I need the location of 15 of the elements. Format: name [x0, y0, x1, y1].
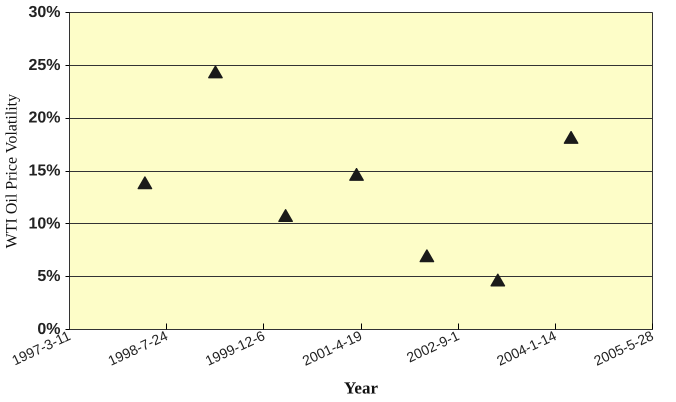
point	[137, 176, 152, 190]
y-tick-label: 20%	[28, 110, 61, 127]
y-tick-label: 5%	[37, 268, 60, 286]
point	[278, 208, 294, 222]
point	[564, 130, 579, 144]
y-axis-title: WTI Oil Price Volatility	[3, 94, 20, 248]
point	[419, 249, 434, 262]
point	[490, 273, 506, 286]
x-axis-title: Year	[344, 378, 378, 398]
point	[208, 65, 223, 78]
y-tick-label: 15%	[28, 162, 61, 180]
y-tick-label: 30%	[28, 4, 61, 21]
y-tick-label: 25%	[28, 56, 61, 74]
y-tick-label: 10%	[28, 215, 61, 232]
point	[349, 168, 364, 181]
